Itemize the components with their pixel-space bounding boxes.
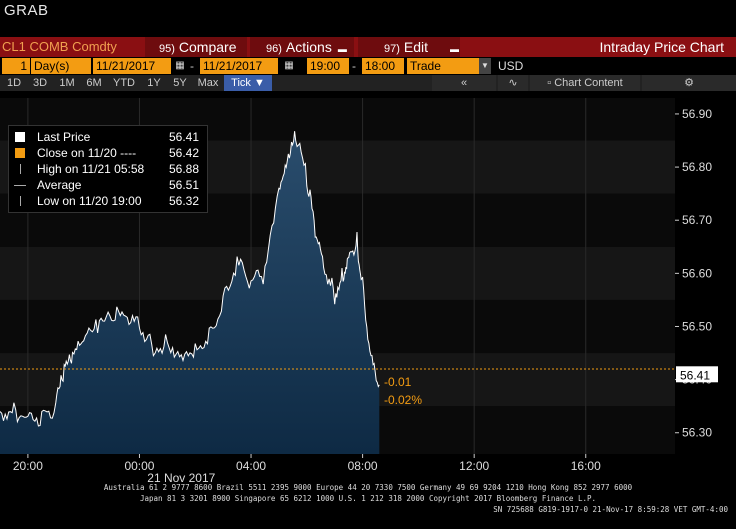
date-separator: -	[190, 59, 194, 73]
legend-value: 56.51	[168, 178, 199, 192]
mode-dropdown-icon[interactable]: ▼	[479, 58, 491, 74]
y-tick-label: 56.90	[682, 107, 712, 121]
footer-line-1: Australia 61 2 9777 8600 Brazil 5511 239…	[103, 483, 633, 492]
edit-number: 97)	[384, 43, 400, 55]
settings-gear-icon[interactable]: ⚙	[642, 75, 736, 91]
legend: Last Price 56.41 Close on 11/20 ---- 56.…	[8, 125, 208, 213]
legend-value: 56.42	[168, 146, 199, 160]
y-tick-label: 56.50	[682, 319, 712, 333]
window-title: GRAB	[4, 2, 49, 19]
footer: Australia 61 2 9777 8600 Brazil 5511 239…	[0, 482, 736, 515]
calendar-icon[interactable]: ▦	[284, 60, 294, 71]
legend-label: Low on 11/20 19:00	[37, 194, 142, 208]
legend-label: Average	[37, 178, 82, 192]
actions-number: 96)	[266, 43, 282, 55]
scroll-left-icon[interactable]: «	[432, 75, 496, 91]
currency-label[interactable]: USD	[498, 59, 524, 73]
compare-label: Compare	[178, 39, 237, 55]
tick-dropdown[interactable]: Tick ▼	[224, 75, 272, 91]
range-5y-button[interactable]: 5Y	[173, 77, 187, 89]
y-tick-label: 56.30	[682, 426, 712, 440]
legend-value: 56.32	[168, 194, 199, 208]
ticker-field[interactable]: CL1 COMB Comdty	[0, 37, 142, 57]
x-axis: 20:00 00:00 04:00 08:00 12:00 16:00 21 Nov 201…	[0, 454, 736, 485]
edit-button[interactable]: 97) Edit ▬	[358, 37, 460, 57]
price-line	[0, 131, 380, 427]
change-percent: -0.02%	[384, 393, 423, 407]
chart-content-icon: ▫	[547, 77, 555, 89]
range-1y-button[interactable]: 1Y	[147, 77, 161, 89]
legend-row-average: Average 56.51	[9, 177, 205, 193]
legend-swatch	[15, 148, 25, 158]
actions-caret-icon: ▬	[337, 44, 347, 54]
price-area	[0, 131, 380, 454]
x-tick-label: 00:00	[124, 459, 154, 473]
range-max-button[interactable]: Max	[197, 77, 219, 89]
calendar-icon[interactable]: ▦	[175, 60, 185, 71]
legend-row-high: High on 11/21 05:58 56.88	[9, 161, 205, 177]
end-date-field[interactable]: 11/21/2017	[200, 58, 278, 74]
compare-number: 95)	[159, 43, 175, 55]
range-1d-button[interactable]: 1D	[6, 77, 22, 89]
title-bar: GRAB	[0, 0, 736, 37]
x-axis-band	[0, 454, 736, 482]
period-unit-field[interactable]: Day(s)	[31, 58, 91, 74]
actions-button[interactable]: 96) Actions ▬	[250, 37, 354, 57]
y-tick-label: 56.60	[682, 266, 712, 280]
compare-button[interactable]: 95) Compare	[145, 37, 247, 57]
end-time-field[interactable]: 18:00	[362, 58, 404, 74]
range-ytd-button[interactable]: YTD	[113, 77, 135, 89]
range-6m-button[interactable]: 6M	[86, 77, 102, 89]
last-price-label: 56.41	[680, 368, 710, 382]
legend-row-low: Low on 11/20 19:00 56.32	[9, 193, 205, 209]
actions-label: Actions	[285, 39, 332, 55]
legend-value: 56.88	[168, 162, 199, 176]
change-value: -0.01	[384, 375, 412, 389]
x-tick-label: 04:00	[236, 459, 266, 473]
period-count-field[interactable]: 1	[2, 58, 30, 74]
x-tick-label: 16:00	[571, 459, 601, 473]
legend-label: High on 11/21 05:58	[37, 162, 145, 176]
edit-caret-icon: ▬	[450, 44, 460, 54]
legend-row-last-price: Last Price 56.41	[9, 129, 205, 145]
y-tick-label: 56.70	[682, 213, 712, 227]
legend-marker-icon	[20, 164, 21, 174]
time-separator: -	[352, 59, 356, 73]
legend-label: Close on 11/20 ----	[37, 146, 137, 160]
chart-content-label: Chart Content	[554, 77, 623, 89]
command-bar: CL1 COMB Comdty 95) Compare 96) Actions ▬ 9…	[0, 37, 736, 57]
x-tick-label: 20:00	[13, 459, 43, 473]
legend-row-close: Close on 11/20 ---- 56.42	[9, 145, 205, 161]
range-1m-button[interactable]: 1M	[59, 77, 75, 89]
legend-marker-icon	[20, 196, 21, 206]
edit-label: Edit	[403, 39, 429, 55]
start-time-field[interactable]: 19:00	[307, 58, 349, 74]
chart-name: Intraday Price Chart	[599, 39, 725, 55]
start-date-field[interactable]: 11/21/2017	[93, 58, 171, 74]
y-tick-label: 56.80	[682, 160, 712, 174]
legend-label: Last Price	[37, 130, 91, 144]
footer-line-2: Japan 81 3 3201 8900 Singapore 65 6212 1…	[139, 494, 597, 503]
legend-value: 56.41	[168, 130, 199, 144]
x-tick-label: 12:00	[459, 459, 489, 473]
x-tick-label: 08:00	[348, 459, 378, 473]
zoom-icon[interactable]: ∿	[498, 75, 528, 91]
date-bar: 1 Day(s) 11/21/2017 ▦ - 11/21/2017 ▦ 19:…	[0, 57, 736, 75]
last-price-box	[676, 366, 718, 383]
footer-line-3: SN 725688 G819-1917-0 21-Nov-17 8:59:28 …	[493, 505, 728, 514]
legend-swatch	[15, 132, 25, 142]
chart-content-button[interactable]: ▫ Chart Content	[530, 75, 640, 91]
x-axis-label: 21 Nov 2017	[147, 471, 215, 485]
mode-select[interactable]: Trade	[407, 58, 479, 74]
range-bar: 1D 3D 1M 6M YTD 1Y 5Y Max Tick ▼ « ∿ ▫ C…	[0, 75, 736, 91]
legend-marker-icon	[14, 185, 26, 186]
range-3d-button[interactable]: 3D	[32, 77, 48, 89]
